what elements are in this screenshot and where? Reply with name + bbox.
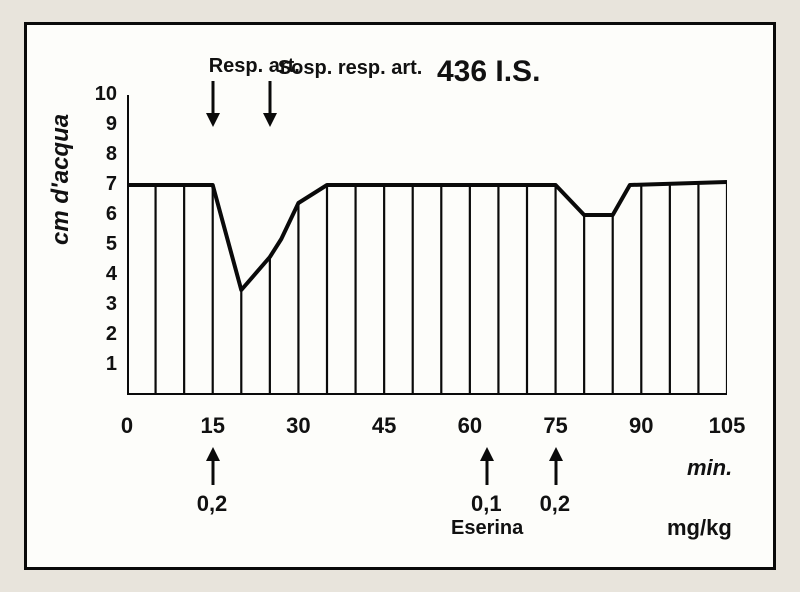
y-tick: 7 (87, 173, 117, 196)
chart-svg (127, 95, 727, 395)
y-tick: 3 (87, 293, 117, 316)
chart-frame: 436 I.S. cm d'acqua 12345678910 01530456… (24, 22, 776, 570)
y-tick: 10 (87, 83, 117, 106)
dose-label: 0,2 (197, 491, 228, 517)
plot-area (127, 95, 727, 395)
x-tick: 105 (709, 413, 746, 439)
y-tick: 2 (87, 323, 117, 346)
x-tick: 75 (543, 413, 567, 439)
y-tick: 1 (87, 353, 117, 376)
y-tick: 4 (87, 263, 117, 286)
x-tick: 15 (200, 413, 224, 439)
y-tick: 5 (87, 233, 117, 256)
dose-label: 0,2 (540, 491, 571, 517)
dose-unit-label: mg/kg (667, 515, 732, 541)
x-tick: 30 (286, 413, 310, 439)
y-tick: 6 (87, 203, 117, 226)
x-tick: 60 (458, 413, 482, 439)
x-tick: 0 (121, 413, 133, 439)
y-tick: 8 (87, 143, 117, 166)
y-axis-label: cm d'acqua (47, 114, 75, 245)
dose-sublabel: Eserina (451, 517, 523, 540)
x-tick: 90 (629, 413, 653, 439)
y-tick: 9 (87, 113, 117, 136)
x-unit-label: min. (687, 455, 732, 481)
x-tick: 45 (372, 413, 396, 439)
chart-title: 436 I.S. (437, 55, 540, 89)
dose-label: 0,1 (471, 491, 502, 517)
annotation-label: Sosp. resp. art. (278, 57, 423, 80)
